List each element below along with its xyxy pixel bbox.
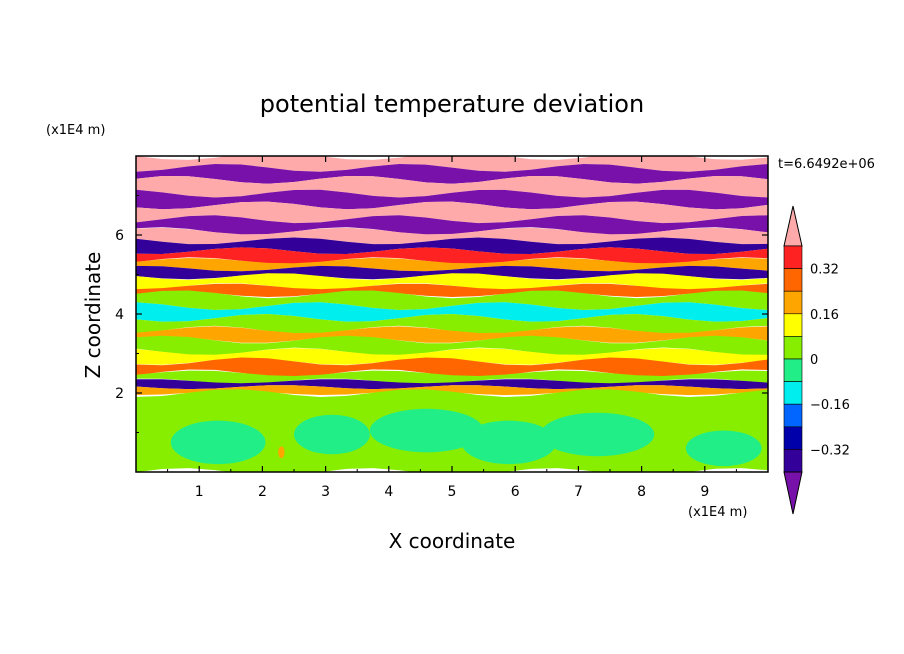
- y-axis-label: Z coordinate: [81, 252, 105, 379]
- colorbar-tick-label: 0: [810, 353, 818, 368]
- contour-band: [136, 290, 768, 311]
- colorbar-segment: [783, 313, 803, 337]
- contour-band: [136, 385, 768, 396]
- contour-blob: [170, 420, 266, 465]
- colorbar-segment: [783, 336, 803, 360]
- time-label: t=6.6492e+06: [778, 157, 875, 172]
- contour-band: [136, 176, 768, 198]
- colorbar-top-arrow: [783, 205, 803, 247]
- y-axis: 2 4 6: [115, 195, 768, 433]
- y-tick-label: 2: [115, 386, 124, 402]
- contour-band: [136, 273, 768, 290]
- contour-blob: [369, 408, 484, 453]
- colorbar-segment: [783, 358, 803, 382]
- contour-blob: [461, 420, 557, 465]
- contour-band: [136, 357, 768, 378]
- contour-blob: [540, 412, 655, 457]
- contour-band: [136, 379, 768, 390]
- colorbar-segment: [783, 403, 803, 428]
- contour-blob: [294, 414, 370, 455]
- colorbar-segment: [783, 290, 803, 315]
- contour-band: [136, 348, 768, 365]
- contour-band: [136, 265, 768, 280]
- contour-band: [136, 247, 768, 264]
- x-tick-label: 2: [258, 484, 267, 500]
- colorbar-segment: [783, 268, 803, 292]
- contour-band: [136, 257, 768, 272]
- colorbar-tick-label: 0.32: [810, 263, 839, 278]
- colorbar: 0.32 0.16 0 −0.16 −0.32: [783, 205, 850, 515]
- contour-band: [136, 164, 768, 184]
- contour-band: [136, 227, 768, 245]
- colorbar-tick-label: −0.32: [810, 443, 850, 458]
- x-tick-label: 1: [195, 484, 204, 500]
- contour-band: [136, 201, 768, 224]
- contour-band: [136, 326, 768, 343]
- x-tick-label: 3: [321, 484, 330, 500]
- contour-band: [136, 156, 768, 172]
- contour-band: [136, 370, 768, 384]
- colorbar-tick-label: 0.16: [810, 308, 839, 323]
- x-axis-unit: (x1E4 m): [688, 505, 747, 520]
- contour-band: [136, 314, 768, 334]
- x-tick-label: 6: [511, 484, 520, 500]
- colorbar-segment: [783, 245, 803, 269]
- colorbar-segment: [783, 426, 803, 450]
- contour-field: [136, 156, 768, 472]
- chart-title: potential temperature deviation: [260, 90, 644, 118]
- contour-band: [136, 189, 768, 210]
- contour-band: [136, 215, 768, 235]
- colorbar-segment: [783, 449, 803, 473]
- x-tick-label: 4: [384, 484, 393, 500]
- colorbar-bottom-arrow: [783, 471, 803, 515]
- colorbar-tick-label: −0.16: [810, 398, 850, 413]
- x-tick-label: 7: [574, 484, 583, 500]
- y-axis-unit: (x1E4 m): [46, 123, 105, 138]
- contour-band: [136, 335, 768, 356]
- x-axis: 1 2 3 4 5 6 7 8 9: [167, 156, 737, 500]
- y-tick-label: 6: [115, 228, 124, 244]
- contour-band: [136, 283, 768, 297]
- contour-blob: [278, 446, 285, 459]
- contour-band: [136, 237, 768, 254]
- x-axis-label: X coordinate: [389, 529, 516, 553]
- x-tick-label: 9: [700, 484, 709, 500]
- x-tick-label: 8: [637, 484, 646, 500]
- contour-blob: [685, 430, 762, 467]
- x-tick-label: 5: [448, 484, 457, 500]
- y-tick-label: 4: [115, 307, 124, 323]
- contour-band: [136, 302, 768, 322]
- colorbar-segment: [783, 381, 803, 405]
